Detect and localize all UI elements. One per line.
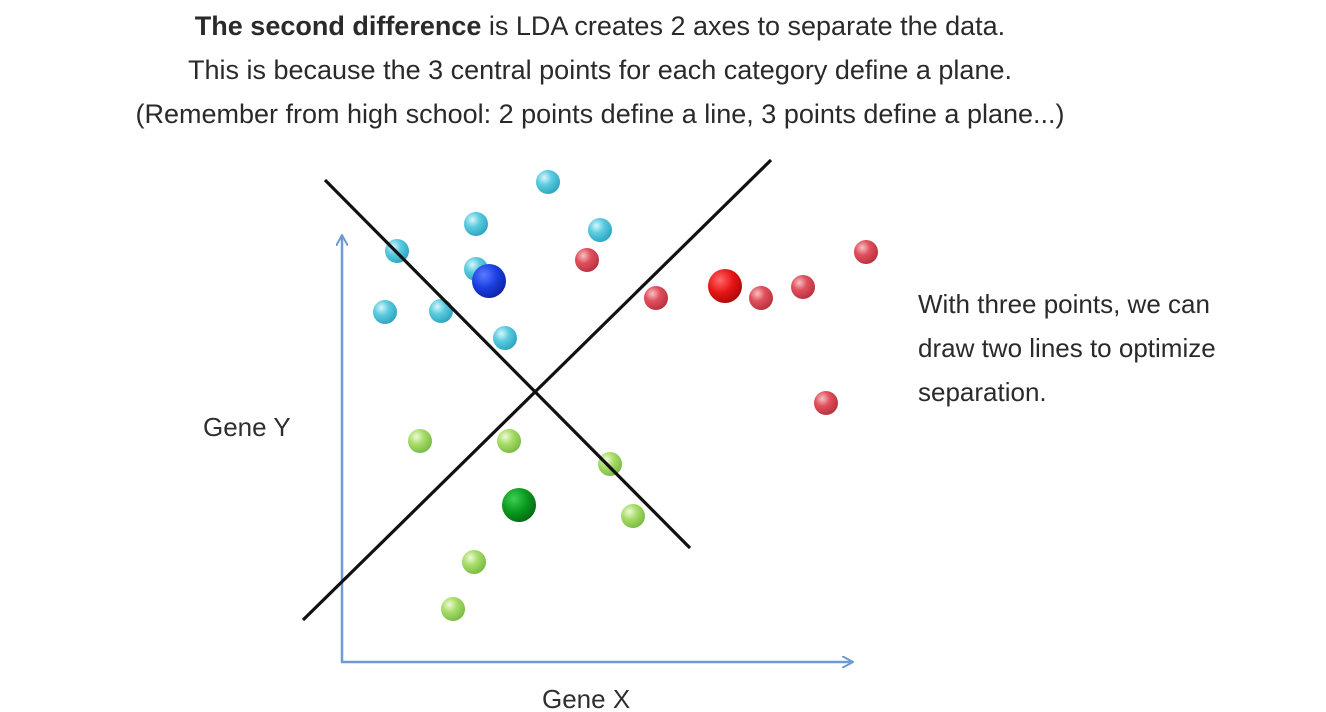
green-point: [497, 429, 521, 453]
cyan-point: [588, 218, 612, 242]
header-line-1-rest: is LDA creates 2 axes to separate the da…: [481, 11, 1006, 41]
header-line-3: (Remember from high school: 2 points def…: [135, 99, 1065, 129]
red-category-center: [708, 269, 742, 303]
red-point: [791, 275, 815, 299]
cyan-point: [464, 212, 488, 236]
header-line-1: The second difference is LDA creates 2 a…: [0, 4, 1200, 48]
red-point: [575, 248, 599, 272]
red-point: [644, 286, 668, 310]
cyan-point: [373, 300, 397, 324]
scatter-points: [373, 170, 878, 621]
cyan-point: [493, 326, 517, 350]
green-point: [621, 504, 645, 528]
separating-line-ascending: [301, 158, 773, 622]
red-point: [749, 286, 773, 310]
green-point: [408, 429, 432, 453]
header-text: The second difference is LDA creates 2 a…: [0, 4, 1200, 136]
x-axis-label: Gene X: [542, 684, 630, 712]
cyan-point: [429, 299, 453, 323]
separating-line-descending: [323, 178, 692, 550]
side-note-line-3: separation.: [918, 377, 1047, 407]
green-category-center: [502, 488, 536, 522]
side-note-line-1: With three points, we can: [918, 289, 1210, 319]
green-point: [462, 550, 486, 574]
side-note: With three points, we can draw two lines…: [918, 282, 1323, 414]
header-bold-phrase: The second difference: [194, 11, 482, 41]
red-point: [814, 391, 838, 415]
side-note-line-2: draw two lines to optimize: [918, 333, 1216, 363]
red-point: [854, 240, 878, 264]
header-line-2: This is because the 3 central points for…: [187, 55, 1012, 85]
y-axis-label: Gene Y: [203, 412, 291, 442]
green-point: [441, 597, 465, 621]
cyan-category-center: [472, 264, 506, 298]
cyan-point: [536, 170, 560, 194]
green-point: [598, 452, 622, 476]
